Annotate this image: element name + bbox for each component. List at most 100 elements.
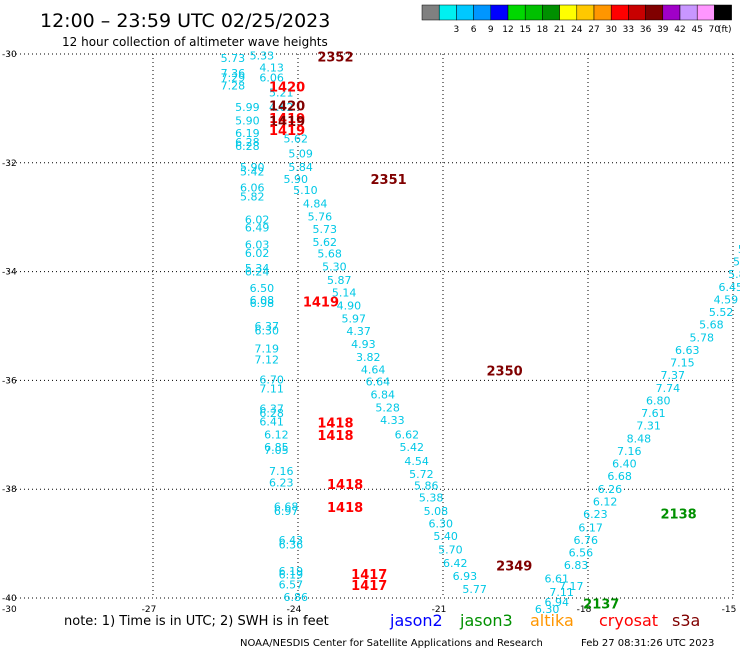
time-annotation: 1420	[269, 100, 305, 115]
time-annotation: 2137	[583, 597, 619, 612]
wave-height-value: 5.62	[284, 132, 309, 145]
wave-height-value: 6.57	[279, 578, 304, 591]
satellite-legend: jason2 jason3 altika cryosat s3a	[389, 611, 700, 630]
wave-height-value: 5.99	[235, 101, 260, 114]
wave-height-value: 7.12	[255, 354, 280, 367]
wave-height-value: 6.61	[545, 572, 570, 585]
wave-height-value: 6.98	[250, 297, 275, 310]
satellite-name: s3a	[672, 611, 700, 630]
colorbar-label: 12	[502, 25, 513, 35]
wave-height-value: 5.80	[728, 268, 740, 281]
colorbar-label: 27	[588, 25, 599, 35]
wave-height-value: 5.09	[288, 148, 313, 161]
satellite-name: jason3	[459, 611, 513, 630]
satellite-name: jason2	[389, 611, 443, 630]
wave-height-value: 6.03	[245, 238, 269, 251]
wave-height-value: 6.94	[545, 596, 570, 609]
wave-height-value: 6.85	[264, 441, 289, 454]
wave-height-value: 6.12	[593, 496, 618, 509]
wave-height-value: 6.70	[259, 373, 284, 386]
colorbar-swatch	[438, 4, 457, 21]
colorbar-swatch	[628, 4, 646, 21]
wave-height-value: 5.33	[250, 50, 275, 63]
colorbar-label: 42	[674, 25, 685, 35]
wave-height-value: 6.02	[245, 213, 269, 226]
colorbar-swatch	[679, 4, 698, 21]
x-tick-label: -15	[722, 605, 737, 615]
colorbar-label: 45	[691, 25, 702, 35]
wave-height-value: 6.12	[264, 428, 289, 441]
wave-height-value: 6.30	[255, 324, 280, 337]
wave-height-value: 5.38	[419, 491, 444, 504]
time-annotation: 1419	[269, 115, 305, 130]
colorbar-swatch	[456, 4, 474, 21]
y-tick-label: -40	[2, 594, 17, 604]
wave-height-value: 5.34	[245, 262, 269, 275]
wave-height-value: 5.77	[462, 583, 487, 596]
wave-height-value: 5.68	[317, 248, 342, 261]
wave-height-value: 5.40	[433, 530, 458, 543]
footer-timestamp: Feb 27 08:31:26 UTC 2023	[581, 638, 714, 649]
wave-height-value: 6.63	[675, 344, 700, 357]
axes: -30-32-34-36-38-40-30 -27 -24 -21 -18 -15	[2, 50, 736, 615]
wave-height-value: 4.64	[361, 364, 386, 377]
wave-height-value: 6.83	[564, 559, 589, 572]
wave-height-value: 6.41	[259, 416, 284, 429]
wave-height-value: 5.70	[438, 544, 463, 557]
y-tick-label: -34	[2, 268, 17, 278]
wave-height-value: 6.45	[719, 281, 740, 294]
wave-height-value: 7.31	[636, 420, 661, 433]
colorbar-swatch	[524, 4, 543, 21]
wave-height-value: 6.56	[569, 546, 594, 559]
wave-height-value: 6.23	[583, 508, 608, 521]
x-tick-label: -30	[2, 605, 17, 615]
colorbar-swatch	[490, 4, 509, 21]
wave-height-value: 6.06	[240, 181, 265, 194]
wave-height-value: 7.28	[221, 80, 246, 93]
x-tick-label: -21	[432, 605, 447, 615]
satellite-name: altika	[530, 611, 574, 630]
colorbar-swatch	[696, 4, 715, 21]
wave-height-value: 5.90	[284, 173, 309, 186]
wave-height-value: 6.30	[429, 517, 454, 530]
wave-height-value: 6.86	[284, 591, 309, 604]
footer-credit: NOAA/NESDIS Center for Satellite Applica…	[240, 638, 543, 649]
wave-height-value: 5.7	[738, 243, 740, 256]
wave-height-value: 5.72	[409, 468, 434, 481]
wave-height-value: 7.37	[661, 369, 686, 382]
wave-height-value: 3.82	[356, 351, 381, 364]
colorbar-unit: (ft)	[718, 25, 732, 35]
time-annotations: 2352142014201419141914192351141923501418…	[269, 51, 697, 613]
x-tick-label: -18	[577, 605, 592, 615]
colorbar-swatch	[542, 4, 560, 21]
time-annotation: 2138	[661, 508, 697, 523]
wave-height-value: 7.19	[255, 342, 280, 355]
wave-height-value: 7.17	[559, 580, 584, 593]
wave-height-value: 6.28	[259, 407, 284, 420]
wave-height-value: 6.68	[274, 501, 299, 514]
wave-height-value: 5.62	[313, 236, 338, 249]
wave-height-value: 5.21	[269, 87, 294, 100]
colorbar-label: 18	[537, 25, 549, 35]
wave-height-value: 7.05	[264, 444, 289, 457]
time-annotation: 1419	[269, 112, 305, 127]
wave-height-value: 5.84	[288, 161, 313, 174]
wave-height-value: 6.36	[279, 539, 304, 552]
colorbar-swatch	[593, 4, 612, 21]
wave-height-value: 6.49	[245, 222, 269, 235]
time-annotation: 1417	[351, 579, 387, 594]
wave-height-value: 4.84	[303, 198, 328, 211]
time-annotation: 1418	[317, 416, 353, 431]
wave-height-value: 7.61	[641, 407, 666, 420]
wave-height-value: 4.59	[714, 293, 739, 306]
wave-height-value: 7.15	[670, 356, 695, 369]
wave-height-value: 6.62	[395, 428, 420, 441]
wave-height-value: 5.70	[733, 255, 740, 268]
wave-height-value: 7.16	[269, 465, 294, 478]
time-annotation: 1418	[327, 478, 363, 493]
wave-height-value: 5.42	[240, 166, 265, 179]
footer-note: note: 1) Time is in UTC; 2) SWH is in fe…	[64, 614, 329, 629]
wave-height-value: 6.93	[453, 570, 478, 583]
wave-height-value: 6.43	[279, 534, 304, 547]
wave-height-value: 6.84	[371, 389, 396, 402]
